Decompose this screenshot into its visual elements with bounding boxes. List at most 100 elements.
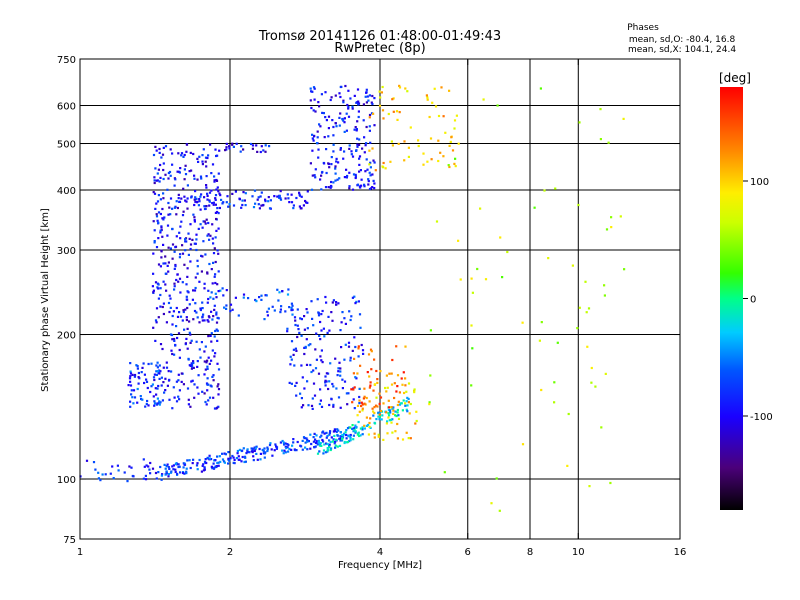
data-point: [164, 173, 167, 176]
data-point: [227, 462, 230, 465]
data-point: [404, 377, 407, 380]
data-point: [320, 434, 323, 437]
data-point: [153, 176, 156, 179]
data-point: [319, 338, 322, 341]
data-point: [356, 143, 359, 146]
data-point: [241, 199, 244, 202]
data-point: [180, 380, 183, 383]
data-point: [365, 396, 368, 400]
data-point: [214, 273, 217, 276]
data-point: [182, 309, 185, 312]
data-point: [159, 401, 162, 404]
data-point: [186, 306, 189, 310]
data-point: [292, 353, 295, 356]
data-point: [310, 90, 313, 93]
data-point: [356, 137, 359, 140]
data-point: [371, 103, 374, 106]
data-point: [183, 463, 186, 466]
data-point: [85, 459, 89, 462]
data-point: [235, 457, 238, 460]
colorbar: [720, 87, 743, 510]
data-point: [217, 212, 220, 215]
data-point: [167, 301, 171, 305]
data-point: [368, 129, 371, 132]
data-point: [268, 443, 272, 447]
data-point: [358, 402, 361, 405]
data-point: [129, 375, 132, 378]
data-point: [171, 152, 174, 155]
data-point: [271, 305, 274, 308]
data-point: [396, 374, 400, 377]
data-point: [490, 502, 493, 505]
data-point: [328, 329, 331, 332]
data-point: [368, 425, 371, 428]
data-point: [237, 314, 240, 317]
y-tick-label: 200: [57, 331, 76, 342]
data-point: [294, 347, 297, 350]
data-point: [157, 263, 161, 266]
data-point: [322, 449, 326, 452]
data-point: [347, 106, 350, 109]
data-point: [348, 435, 351, 438]
data-point: [186, 275, 189, 278]
data-point: [258, 207, 261, 210]
data-point: [345, 112, 348, 115]
data-point: [189, 333, 192, 336]
data-point: [178, 356, 181, 359]
data-point: [183, 263, 186, 266]
data-point: [258, 296, 261, 299]
data-point: [195, 201, 198, 204]
data-point: [97, 477, 100, 480]
data-point: [152, 272, 155, 275]
data-point: [168, 467, 171, 470]
data-point: [199, 307, 202, 310]
phase-stats-line-o: mean, sd,O: -80.4, 16.8: [629, 35, 736, 45]
data-point: [212, 203, 215, 206]
data-point: [325, 119, 328, 122]
data-point: [354, 126, 357, 129]
data-point: [227, 205, 230, 208]
data-point: [356, 372, 359, 375]
data-point: [306, 448, 309, 451]
data-point: [306, 201, 309, 204]
data-point: [375, 418, 378, 421]
data-point: [136, 365, 139, 368]
data-point: [290, 309, 293, 312]
data-point: [324, 381, 327, 384]
data-point: [157, 316, 160, 319]
data-point: [371, 147, 374, 150]
data-point: [253, 189, 257, 192]
data-point: [506, 250, 509, 254]
data-point: [382, 117, 385, 120]
data-point: [301, 376, 304, 379]
data-point: [201, 390, 204, 393]
data-point: [215, 217, 218, 221]
data-point: [368, 187, 372, 191]
y-axis-label: Stationary phase Virtual Height [km]: [40, 208, 51, 392]
data-point: [131, 373, 134, 376]
data-point: [214, 459, 217, 462]
data-point: [188, 237, 191, 240]
data-point: [133, 375, 136, 378]
data-point: [265, 294, 268, 297]
data-point: [300, 195, 303, 198]
data-point: [484, 278, 488, 281]
data-point: [145, 464, 148, 467]
data-point: [329, 186, 332, 189]
data-point: [178, 277, 182, 280]
data-point: [159, 265, 162, 268]
data-point: [386, 420, 389, 423]
data-point: [224, 453, 227, 456]
data-point: [315, 332, 318, 335]
data-point: [213, 275, 216, 278]
data-point: [257, 203, 260, 206]
data-point: [358, 155, 362, 158]
data-point: [338, 124, 341, 127]
data-point: [259, 452, 262, 455]
data-point: [144, 405, 147, 408]
data-point: [273, 309, 276, 312]
data-point: [316, 130, 319, 133]
data-point: [325, 148, 328, 151]
data-point: [284, 445, 287, 448]
data-point: [171, 352, 174, 356]
